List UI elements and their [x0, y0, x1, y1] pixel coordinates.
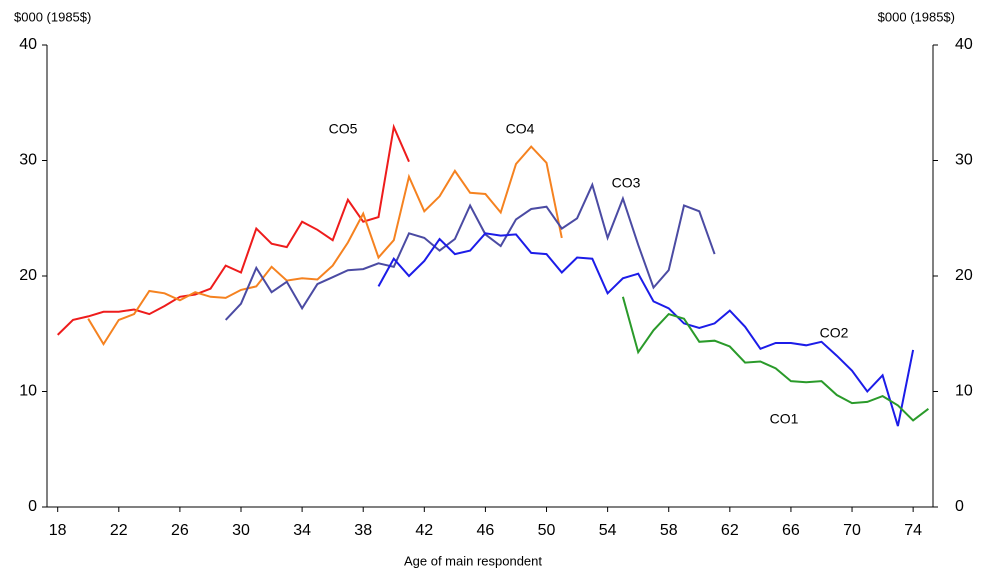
y2-tick-label: 40 — [955, 36, 973, 53]
series-label: CO3 — [612, 175, 641, 191]
x-tick-label: 34 — [293, 522, 311, 539]
x-tick-label: 18 — [49, 522, 67, 539]
y2-tick-label: 10 — [955, 383, 973, 400]
series-label: CO2 — [820, 325, 849, 341]
x-tick-label: 58 — [660, 522, 678, 539]
series-line — [377, 232, 915, 427]
y-axis-label: $000 (1985$) — [14, 9, 91, 24]
series-line — [87, 145, 563, 347]
x-tick-label: 26 — [171, 522, 189, 539]
x-tick-label: 22 — [110, 522, 128, 539]
y2-tick-label: 20 — [955, 267, 973, 284]
series-line — [56, 123, 410, 336]
series-label: CO1 — [770, 411, 799, 427]
y-tick-label: 30 — [19, 152, 37, 169]
series-line — [224, 181, 716, 321]
y-tick-label: 40 — [19, 36, 37, 53]
x-tick-label: 50 — [538, 522, 556, 539]
series-label: CO5 — [329, 121, 358, 137]
y2-axis-label: $000 (1985$) — [878, 9, 955, 24]
x-tick-label: 66 — [782, 522, 800, 539]
x-tick-label: 70 — [843, 522, 861, 539]
y-tick-label: 0 — [28, 498, 37, 515]
x-tick-label: 38 — [354, 522, 372, 539]
series-label: CO4 — [506, 121, 535, 137]
x-tick-label: 46 — [477, 522, 495, 539]
x-tick-label: 30 — [232, 522, 250, 539]
y-tick-label: 20 — [19, 267, 37, 284]
x-tick-label: 74 — [904, 522, 922, 539]
x-tick-label: 42 — [415, 522, 433, 539]
y2-tick-label: 0 — [955, 498, 964, 515]
x-axis-label: Age of main respondent — [404, 553, 542, 568]
x-tick-label: 54 — [599, 522, 617, 539]
x-tick-label: 62 — [721, 522, 739, 539]
y2-tick-label: 30 — [955, 152, 973, 169]
series-line — [621, 296, 930, 422]
y-tick-label: 10 — [19, 383, 37, 400]
